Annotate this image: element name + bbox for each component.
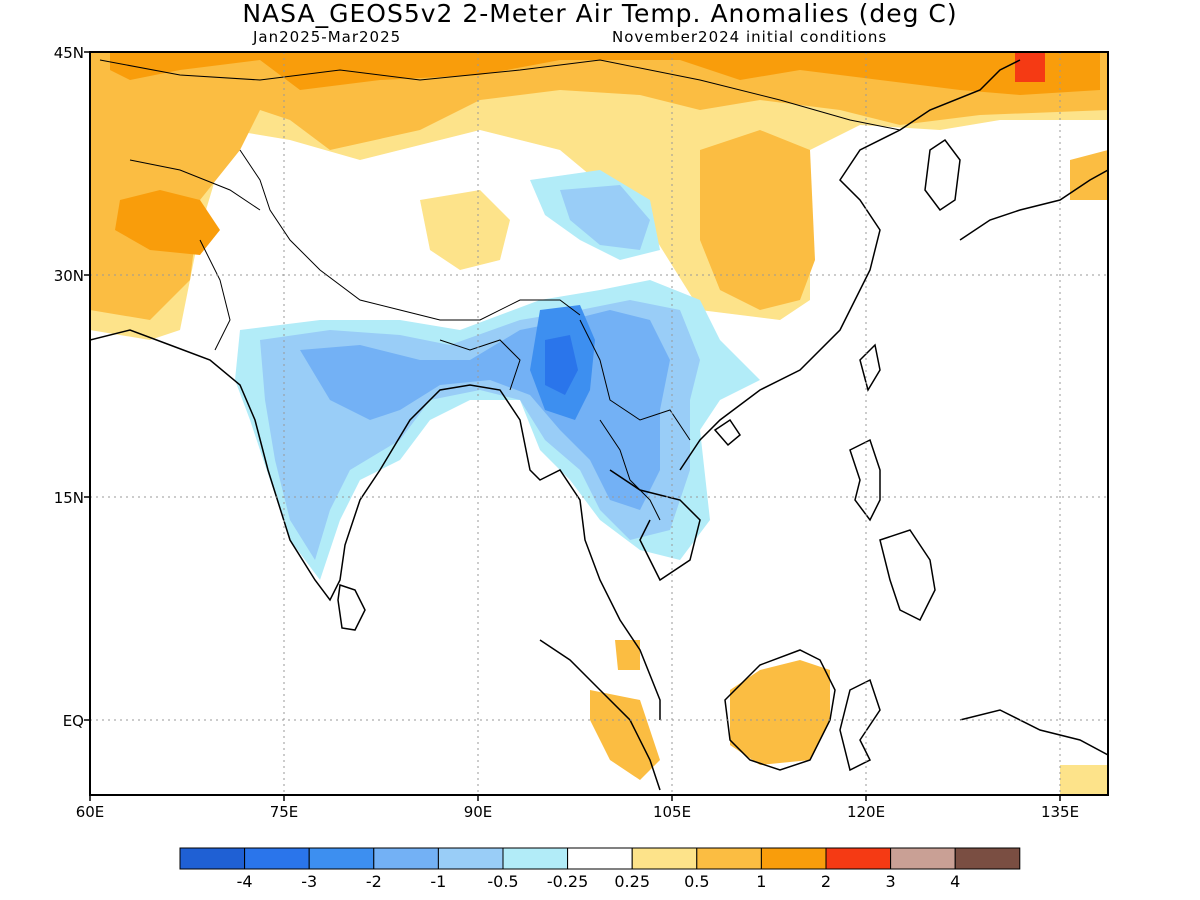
strong-warm-iran — [115, 190, 220, 255]
strong-warm-north — [110, 52, 1100, 95]
colorbar-swatch — [696, 847, 762, 870]
border-myanmar-laos — [579, 319, 691, 441]
colorbar-tick-label: -4 — [236, 872, 253, 891]
colorbar-swatch — [760, 847, 827, 870]
very-warm-spot — [1015, 52, 1045, 82]
warm-region-inner — [90, 52, 1108, 320]
warm-region-tibet — [420, 190, 510, 270]
coast-taiwan — [859, 343, 881, 392]
coast-hainan — [713, 418, 741, 447]
lat-label-15n: 15N — [53, 489, 84, 507]
coast-japan — [959, 169, 1108, 241]
lat-label-eq: EQ — [62, 712, 84, 730]
colorbar-swatch — [502, 847, 569, 870]
cold-core-myanmar — [545, 335, 578, 395]
colorbar-tick-label: -3 — [301, 872, 318, 891]
border-himalaya — [239, 149, 581, 321]
country-borders — [99, 59, 901, 521]
colorbar-tick-label: -2 — [365, 872, 382, 891]
coast-sumatra — [539, 639, 661, 791]
coast-korea — [924, 138, 961, 212]
grid-lines — [90, 52, 1108, 795]
coast-luzon — [849, 438, 881, 522]
lon-label-135e: 135E — [1040, 803, 1080, 821]
map-frame — [89, 51, 1109, 796]
warm-region-china — [700, 130, 815, 310]
warm-spot-malaysia — [615, 640, 640, 670]
colorbar-swatch — [373, 847, 439, 870]
forecast-period: Jan2025-Mar2025 — [253, 28, 402, 46]
colorbar-tick-label: 1 — [756, 872, 767, 891]
lat-label-30n: 30N — [53, 267, 84, 285]
initial-conditions: November2024 initial conditions — [612, 28, 888, 46]
colorbar-swatch — [437, 847, 504, 870]
colorbar-tick-label: 3 — [885, 872, 896, 891]
colorbar-swatch — [954, 847, 1021, 870]
coast-indochina — [609, 469, 701, 582]
border-bangladesh — [439, 339, 521, 391]
warm-region-sumatra — [590, 690, 660, 780]
colorbar-tick-label: -0.5 — [487, 872, 519, 891]
colorbar-swatch — [890, 847, 956, 870]
lon-label-120e: 120E — [846, 803, 886, 821]
coast-new-guinea — [959, 709, 1108, 756]
coast-sri-lanka — [337, 584, 366, 631]
colorbar-swatch — [179, 847, 246, 870]
border-afghanistan — [129, 159, 261, 211]
axis-ticks — [84, 51, 1061, 801]
coast-china — [679, 59, 1021, 471]
anomaly-field — [90, 52, 1108, 795]
coast-sulawesi — [839, 678, 881, 772]
border-north — [99, 59, 901, 131]
warm-spot-png — [1060, 765, 1108, 795]
border-pakistan — [199, 239, 231, 351]
colorbar-swatch — [825, 847, 892, 870]
colorbar-swatch — [308, 847, 375, 870]
lon-label-75e: 75E — [269, 803, 299, 821]
colorbar-swatch — [631, 847, 698, 870]
colorbar-tick-label: 4 — [950, 872, 961, 891]
border-thailand — [599, 419, 661, 521]
colorbar-swatch — [244, 847, 310, 870]
map-title: NASA_GEOS5v2 2-Meter Air Temp. Anomalies… — [242, 0, 958, 28]
colorbar-tick-label: 0.25 — [614, 872, 650, 891]
colorbar-tick-label: 0.5 — [684, 872, 710, 891]
warm-region-borneo — [730, 660, 830, 765]
coast-mindanao — [879, 529, 936, 622]
cool-region-tibet-medium — [560, 185, 650, 250]
colorbar-swatch — [567, 847, 633, 870]
lon-label-60e: 60E — [75, 803, 105, 821]
colorbar — [179, 847, 1021, 870]
colorbar-tick-label: 2 — [820, 872, 832, 891]
coast-south-asia — [90, 329, 661, 720]
colorbar-tick-label: -0.25 — [546, 872, 589, 891]
colorbar-tick-label: -1 — [430, 872, 447, 891]
lon-label-105e: 105E — [652, 803, 692, 821]
lon-label-90e: 90E — [463, 803, 493, 821]
coastlines — [90, 59, 1108, 791]
lat-label-45n: 45N — [53, 44, 84, 62]
